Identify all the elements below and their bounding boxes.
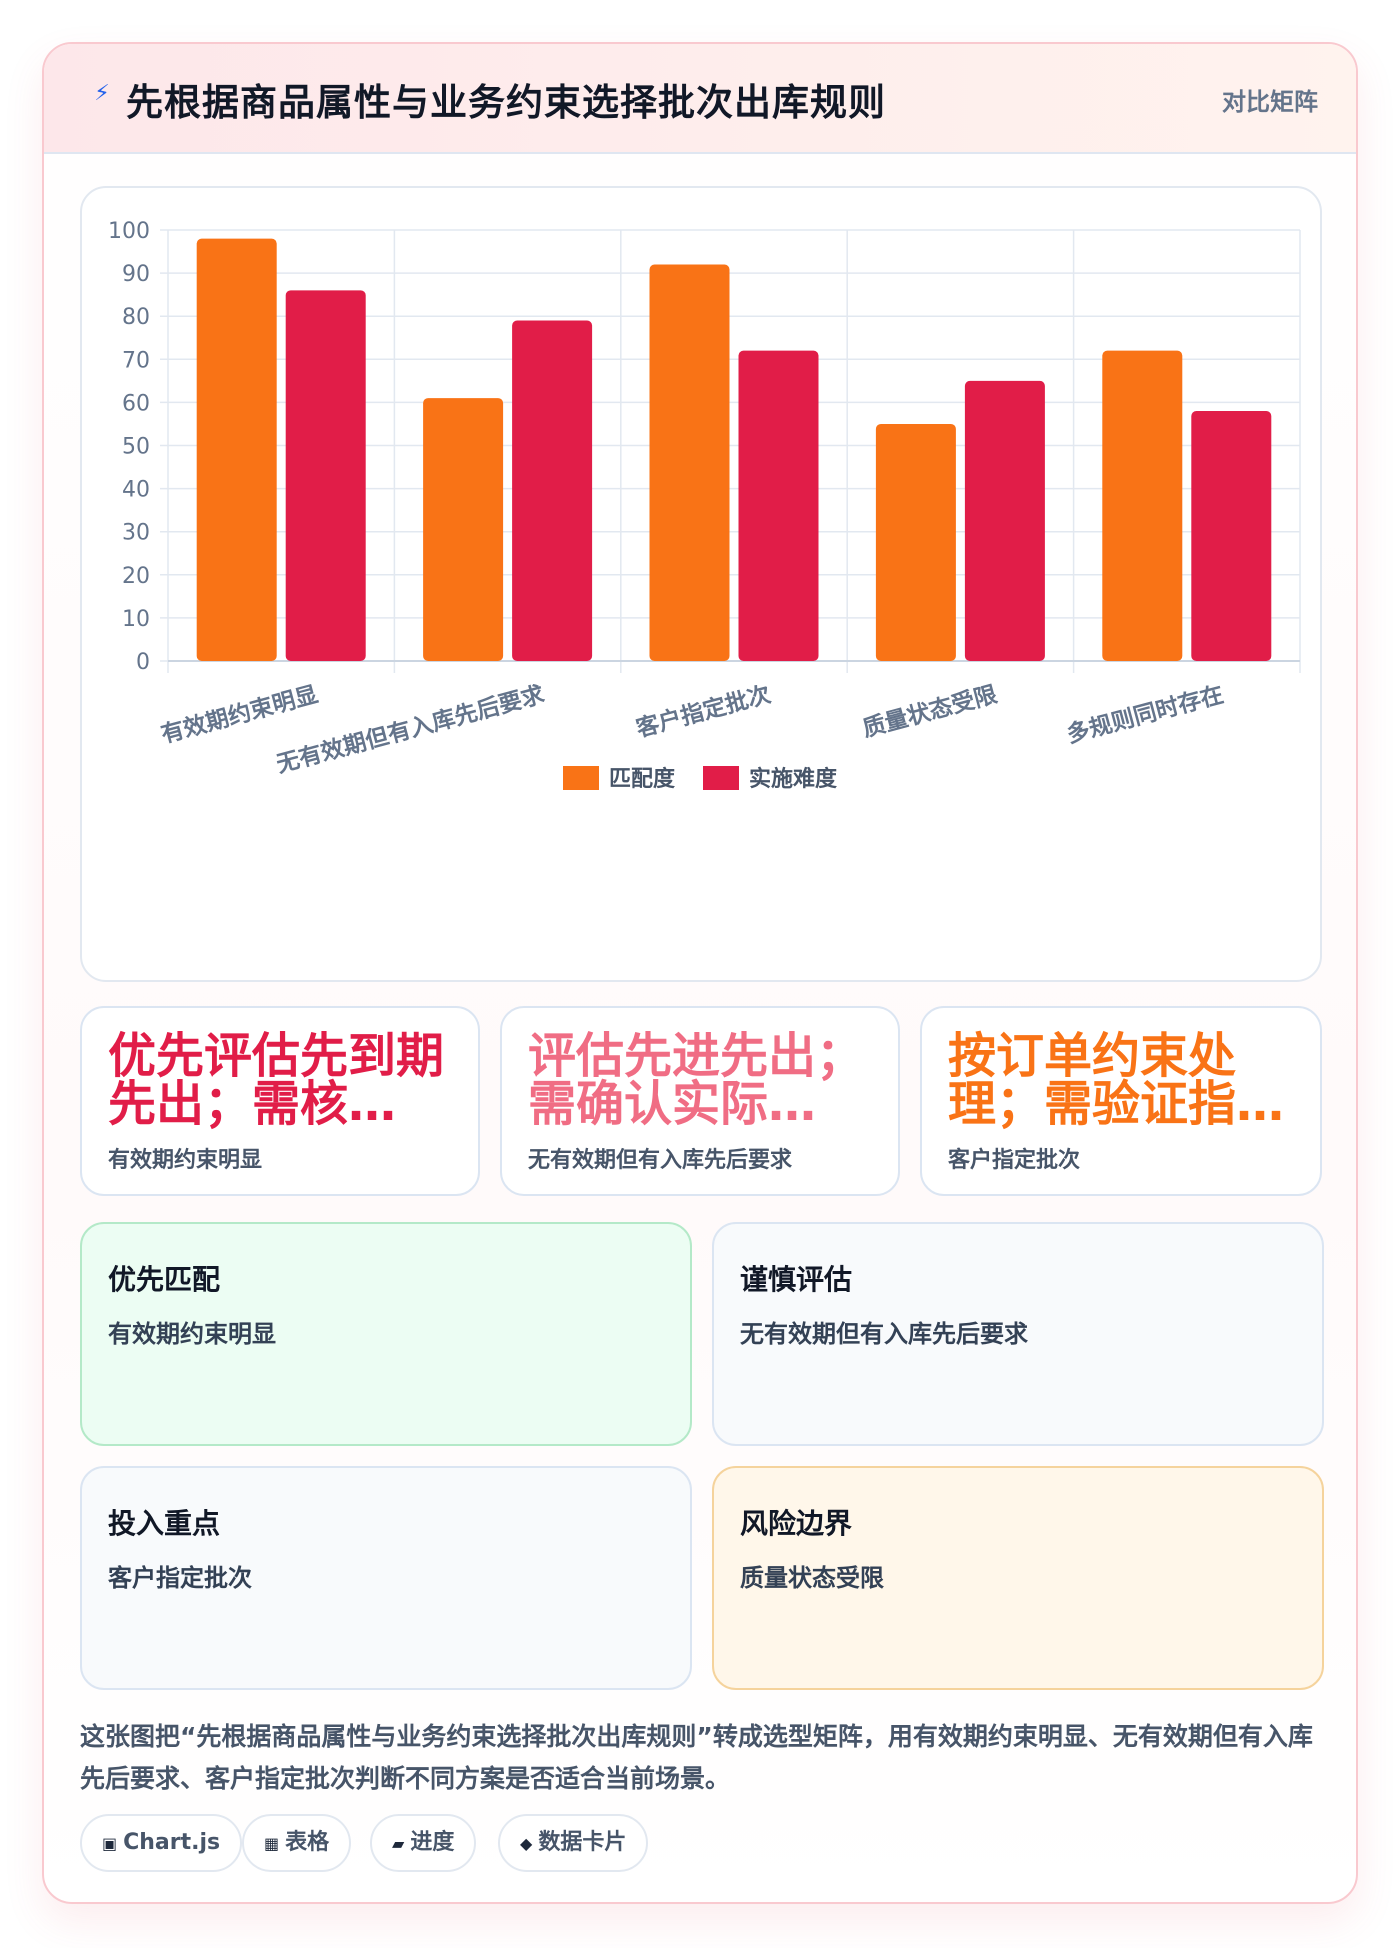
chip-progress[interactable]: ▰ 进度 [370,1814,477,1872]
bar-chart: 0102030405060708090100有效期约束明显无有效期但有入库先后要… [108,219,1301,792]
box-text: 客户指定批次 [108,1564,252,1592]
x-tick-label: 客户指定批次 [633,681,773,743]
bar-difficulty [1191,411,1272,661]
box-title: 风险边界 [740,1507,853,1540]
box-title: 谨慎评估 [740,1263,853,1296]
chip-table[interactable]: ▦ 表格 [242,1814,352,1872]
bar-difficulty [285,290,366,661]
metric-card-fifo: 评估先进先出；需确认实际… 无有效期但有入库先后要求 [500,1006,900,1196]
bar-match [649,264,730,661]
chip-chartjs[interactable]: ▣ Chart.js [80,1814,243,1872]
chip-data-card[interactable]: ◆ 数据卡片 [498,1814,649,1872]
metric-value: 优先评估先到期先出；需核… [108,1028,445,1132]
box-risk-boundary: 风险边界 质量状态受限 [712,1466,1324,1690]
legend-swatch [563,766,599,790]
metric-value: 评估先进先出；需确认实际… [528,1028,865,1132]
chip-label: 进度 [410,1830,455,1855]
bar-difficulty [512,320,593,661]
y-tick-label: 50 [122,435,150,460]
box-title: 投入重点 [108,1507,221,1540]
bar-difficulty [738,350,819,661]
y-tick-label: 100 [108,219,150,244]
progress-icon: ▰ [392,1834,405,1853]
chip-label: 数据卡片 [538,1830,627,1855]
x-tick-label: 有效期约束明显 [158,681,321,749]
box-text: 质量状态受限 [740,1564,884,1592]
matrix-tag: 对比矩阵 [1222,88,1318,116]
legend-label: 实施难度 [749,766,838,792]
bar-match [196,238,277,661]
y-tick-label: 90 [122,262,150,287]
diamond-icon: ◆ [520,1834,533,1853]
y-tick-label: 10 [122,607,150,632]
legend-label: 匹配度 [609,766,676,792]
chart-description: 这张图把“先根据商品属性与业务约束选择批次出库规则”转成选型矩阵，用有效期约束明… [80,1722,1313,1793]
metric-label: 有效期约束明显 [108,1148,263,1173]
y-tick-label: 0 [136,650,150,675]
bar-match [1102,350,1183,661]
legend-swatch [703,766,739,790]
box-text: 无有效期但有入库先后要求 [740,1320,1028,1348]
box-title: 优先匹配 [108,1263,221,1296]
table-icon: ▦ [264,1834,280,1853]
y-tick-label: 40 [122,478,150,503]
metric-card-expiry: 优先评估先到期先出；需核… 有效期约束明显 [80,1006,480,1196]
x-tick-label: 质量状态受限 [860,681,1000,743]
y-tick-label: 30 [122,521,150,546]
metric-value: 按订单约束处理；需验证指… [948,1028,1285,1132]
bar-match [875,423,956,661]
y-tick-label: 60 [122,391,150,416]
metric-card-customer: 按订单约束处理；需验证指… 客户指定批次 [920,1006,1322,1196]
y-tick-label: 80 [122,305,150,330]
card-title: 先根据商品属性与业务约束选择批次出库规则 [126,81,886,124]
box-focus: 投入重点 客户指定批次 [80,1466,692,1690]
box-priority-match: 优先匹配 有效期约束明显 [80,1222,692,1446]
y-tick-label: 20 [122,564,150,589]
y-tick-label: 70 [122,348,150,373]
box-careful-eval: 谨慎评估 无有效期但有入库先后要求 [712,1222,1324,1446]
chip-label: Chart.js [123,1830,221,1855]
x-tick-label: 多规则同时存在 [1064,681,1227,749]
bar-difficulty [964,380,1045,661]
metric-label: 无有效期但有入库先后要求 [528,1148,793,1173]
bar-match [423,398,504,661]
bar-chart-panel: 0 10 20 30 40 50 60 70 80 90 100 有效期约束明显 无有效期但有入库先后要… [80,186,1322,982]
lightning-icon: ⚡ [94,81,110,106]
metric-label: 客户指定批次 [948,1148,1081,1173]
box-text: 有效期约束明显 [108,1320,276,1348]
comparison-card: ⚡ 先根据商品属性与业务约束选择批次出库规则 对比矩阵 0 10 20 30 40 50 6… [42,42,1358,1904]
card-header: ⚡ 先根据商品属性与业务约束选择批次出库规则 对比矩阵 [44,44,1356,154]
chart-icon: ▣ [102,1834,118,1853]
chip-label: 表格 [285,1830,330,1855]
